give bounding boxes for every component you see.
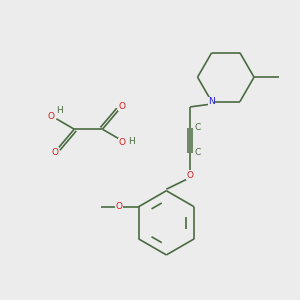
Text: O: O <box>116 202 123 211</box>
Text: C: C <box>194 148 201 158</box>
Text: O: O <box>187 171 194 180</box>
Text: O: O <box>119 138 126 147</box>
Text: C: C <box>194 123 201 132</box>
Text: H: H <box>57 106 63 115</box>
Text: O: O <box>47 112 55 121</box>
Text: H: H <box>128 137 135 146</box>
Text: O: O <box>51 148 58 157</box>
Text: N: N <box>208 97 215 106</box>
Text: O: O <box>118 102 125 111</box>
